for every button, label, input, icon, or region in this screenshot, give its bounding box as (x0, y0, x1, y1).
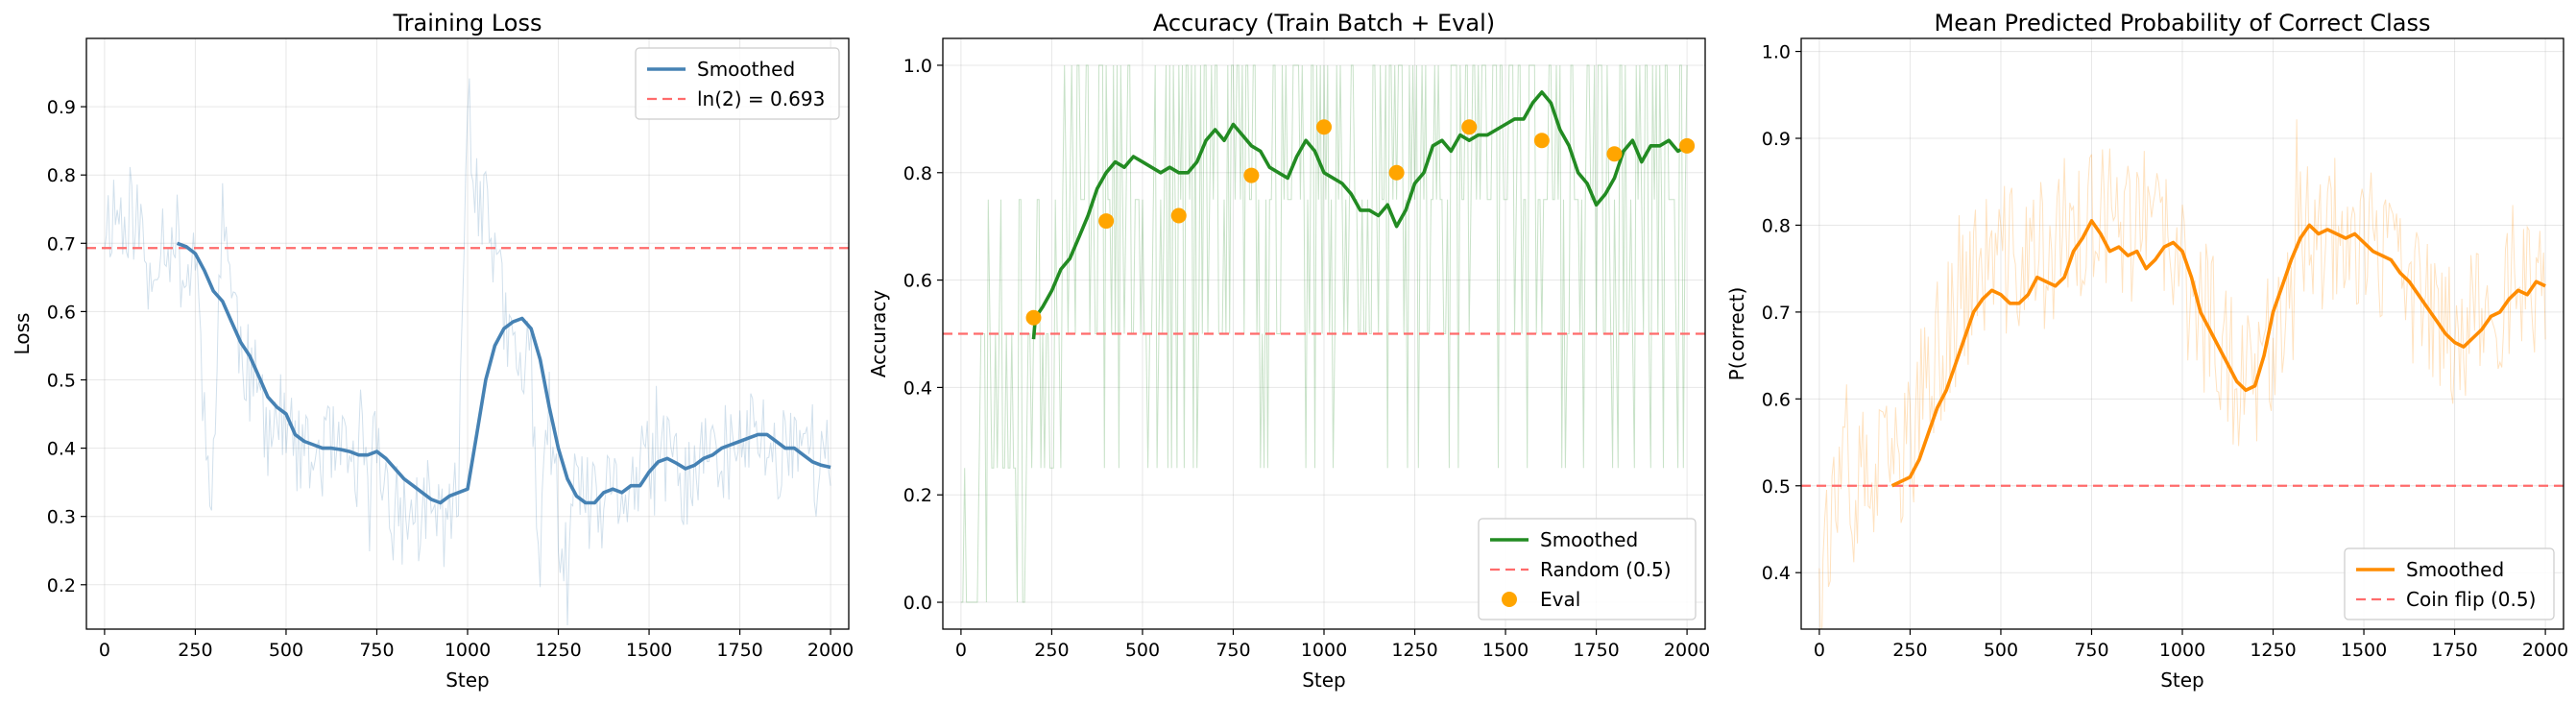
x-tick-label: 500 (269, 640, 303, 661)
y-tick-label: 1.0 (1762, 42, 1791, 63)
eval-point (1098, 213, 1115, 230)
y-tick-label: 0.8 (47, 165, 76, 186)
x-tick-label: 1750 (2431, 640, 2477, 661)
chart-panel-1: 0 250 500 750 1000 1250 1500 1750 2000 0.2 0.3 0.4 0… (11, 10, 854, 692)
legend-entry: Smoothed (697, 58, 795, 81)
legend-entry: Coin flip (0.5) (2406, 588, 2536, 611)
x-tick-label: 2000 (807, 640, 854, 661)
legend-box (2344, 547, 2555, 620)
x-tick-label: 500 (1125, 640, 1160, 661)
plot-area (86, 78, 849, 626)
chart-title: Training Loss (393, 10, 542, 36)
y-tick-label: 0.5 (1762, 476, 1791, 498)
raw-series-line (960, 64, 1688, 603)
x-tick-label: 0 (1814, 640, 1825, 661)
eval-point (1606, 146, 1623, 162)
x-tick-label: 1750 (716, 640, 762, 661)
y-tick-label: 0.3 (47, 507, 76, 528)
eval-point (1025, 309, 1042, 326)
eval-point (1170, 207, 1187, 224)
raw-series-line (104, 78, 831, 626)
x-tick-label: 2000 (1664, 640, 1710, 661)
x-tick-label: 1750 (1573, 640, 1619, 661)
eval-point (1243, 167, 1260, 183)
x-tick-label: 250 (1892, 640, 1927, 661)
x-tick-label: 750 (359, 640, 394, 661)
smoothed-series-line (1031, 90, 1689, 340)
plot-area (943, 64, 1705, 603)
eval-point (1388, 164, 1405, 181)
y-tick-label: 0.2 (903, 485, 932, 506)
y-tick-label: 1.0 (903, 56, 932, 77)
y-tick-label: 0.6 (903, 271, 932, 292)
legend-box (635, 47, 840, 120)
x-tick-label: 1250 (1391, 640, 1437, 661)
smoothed-series-line (176, 241, 831, 505)
y-tick-label: 0.7 (1762, 303, 1791, 324)
y-tick-label: 0.8 (903, 163, 932, 184)
x-axis-label: Step (445, 669, 490, 692)
x-tick-label: 750 (2074, 640, 2108, 661)
legend-entry: Eval (1540, 588, 1580, 611)
chart-title: Mean Predicted Probability of Correct Cl… (1935, 10, 2431, 36)
y-axis-label: P(correct) (1725, 287, 1748, 381)
x-tick-label: 1500 (2341, 640, 2387, 661)
y-tick-label: 0.8 (1762, 215, 1791, 236)
y-tick-label: 0.9 (1762, 129, 1791, 150)
legend-swatch (1502, 592, 1517, 607)
legend-entry: Smoothed (1540, 528, 1638, 551)
y-tick-label: 0.6 (1762, 389, 1791, 410)
y-tick-label: 0.5 (47, 370, 76, 391)
chart-panel-2: 0 250 500 750 1000 1250 1500 1750 2000 0.0 0.2 0.4 0… (867, 10, 1710, 692)
legend: Smoothed Coin flip (0.5) (2344, 547, 2555, 620)
y-tick-label: 0.4 (903, 377, 932, 399)
x-tick-label: 250 (178, 640, 212, 661)
y-tick-label: 0.6 (47, 302, 76, 323)
x-tick-label: 1250 (535, 640, 581, 661)
y-tick-label: 0.4 (1762, 563, 1791, 584)
chart-panel-3: 0 250 500 750 1000 1250 1500 1750 2000 0.4 0.5 0.6 0… (1725, 10, 2568, 692)
x-tick-label: 1000 (445, 640, 491, 661)
x-tick-label: 1000 (2159, 640, 2205, 661)
smoothed-series-line (1890, 219, 2546, 488)
x-axis-label: Step (2160, 669, 2204, 692)
x-tick-label: 500 (1984, 640, 2018, 661)
y-axis-label: Accuracy (867, 290, 890, 377)
legend: Smoothed Random (0.5) Eval (1478, 518, 1697, 620)
y-tick-label: 0.9 (47, 97, 76, 118)
eval-point (1533, 133, 1550, 149)
legend-entry: ln(2) = 0.693 (697, 87, 825, 110)
legend-box (1478, 518, 1697, 620)
x-axis-label: Step (1302, 669, 1346, 692)
x-tick-label: 1000 (1301, 640, 1347, 661)
legend-entry: Smoothed (2406, 558, 2504, 581)
x-tick-label: 1500 (1482, 640, 1529, 661)
x-tick-label: 0 (955, 640, 967, 661)
x-tick-label: 0 (99, 640, 110, 661)
y-tick-label: 0.7 (47, 233, 76, 255)
x-tick-label: 750 (1216, 640, 1250, 661)
x-tick-label: 1500 (626, 640, 672, 661)
y-axis-label: Loss (11, 313, 34, 355)
y-tick-label: 0.4 (47, 439, 76, 460)
x-tick-label: 1250 (2250, 640, 2296, 661)
chart-title: Accuracy (Train Batch + Eval) (1153, 10, 1495, 36)
eval-point (1679, 137, 1696, 154)
plot-area (1801, 119, 2564, 629)
eval-point (1461, 119, 1478, 135)
legend-entry: Random (0.5) (1540, 558, 1672, 581)
y-tick-label: 0.2 (47, 575, 76, 596)
legend: Smoothed ln(2) = 0.693 (635, 47, 840, 120)
y-tick-label: 0.0 (903, 593, 932, 614)
x-tick-label: 2000 (2522, 640, 2568, 661)
eval-point (1316, 119, 1332, 135)
x-tick-label: 250 (1034, 640, 1069, 661)
